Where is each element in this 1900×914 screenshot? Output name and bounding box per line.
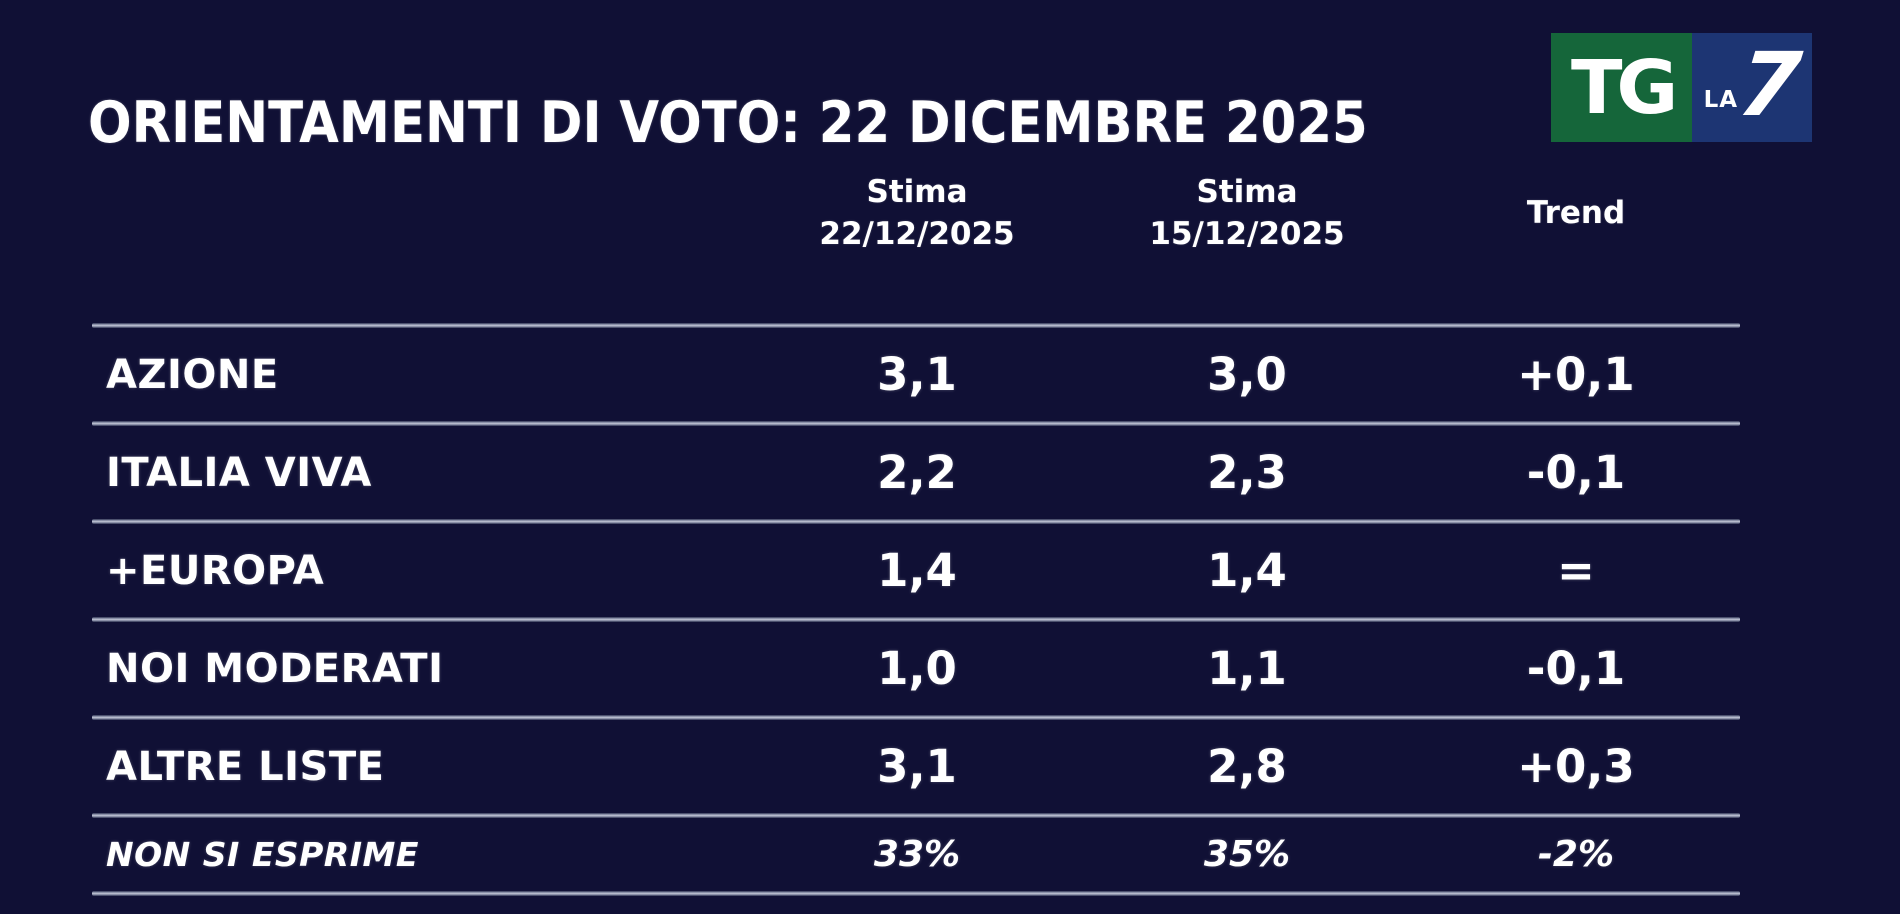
table-row-non-si-esprime: NON SI ESPRIME 33% 35% -2% bbox=[92, 818, 1740, 891]
table-row: ITALIA VIVA 2,2 2,3 -0,1 bbox=[92, 426, 1740, 519]
stima-current-value: 33% bbox=[873, 834, 961, 875]
trend-value: +0,3 bbox=[1517, 740, 1635, 793]
party-name: +EUROPA bbox=[106, 547, 325, 594]
party-name: NOI MODERATI bbox=[106, 645, 444, 692]
trend-value: -0,1 bbox=[1526, 446, 1626, 499]
separator-line bbox=[92, 715, 1740, 720]
stima-current-value: 3,1 bbox=[877, 348, 957, 401]
stima-previous-value: 2,3 bbox=[1207, 446, 1287, 499]
trend-value: -2% bbox=[1537, 834, 1615, 875]
stima-current-value: 3,1 bbox=[877, 740, 957, 793]
column-header-stima-previous: Stima 15/12/2025 bbox=[1082, 172, 1412, 256]
table-row: ALTRE LISTE 3,1 2,8 +0,3 bbox=[92, 720, 1740, 813]
separator-line bbox=[92, 519, 1740, 524]
seven-logo-text: 7 bbox=[1733, 32, 1806, 136]
column-header-trend: Trend bbox=[1412, 193, 1740, 235]
column-header-stima-current: Stima 22/12/2025 bbox=[752, 172, 1082, 256]
la7-logo-box: LA 7 bbox=[1692, 33, 1812, 142]
tgla7-logo: TG LA 7 bbox=[1551, 33, 1812, 142]
stima-current-value: 1,4 bbox=[877, 544, 957, 597]
party-name: ALTRE LISTE bbox=[106, 743, 385, 790]
column-header-line1: Stima bbox=[1196, 174, 1298, 210]
stima-current-value: 2,2 bbox=[877, 446, 957, 499]
separator-line bbox=[92, 617, 1740, 622]
tg-logo-text: TG bbox=[1570, 44, 1678, 131]
table-header-row: Stima 22/12/2025 Stima 15/12/2025 Trend bbox=[92, 172, 1740, 256]
stima-previous-value: 2,8 bbox=[1207, 740, 1287, 793]
party-name: ITALIA VIVA bbox=[106, 449, 372, 496]
column-header-line1: Trend bbox=[1526, 194, 1626, 231]
column-header-line2: 22/12/2025 bbox=[819, 215, 1015, 252]
stima-previous-value: 1,4 bbox=[1207, 544, 1287, 597]
column-header-line1: Stima bbox=[866, 174, 968, 210]
stima-previous-value: 3,0 bbox=[1207, 348, 1287, 401]
table-row: +EUROPA 1,4 1,4 = bbox=[92, 524, 1740, 617]
party-name: NON SI ESPRIME bbox=[106, 835, 419, 874]
page-title: ORIENTAMENTI DI VOTO: 22 DICEMBRE 2025 bbox=[88, 90, 1368, 156]
trend-value: = bbox=[1557, 544, 1595, 597]
tg-logo-box: TG bbox=[1551, 33, 1692, 142]
stima-previous-value: 1,1 bbox=[1207, 642, 1287, 695]
separator-line bbox=[92, 421, 1740, 426]
stima-current-value: 1,0 bbox=[877, 642, 957, 695]
trend-value: -0,1 bbox=[1526, 642, 1626, 695]
poll-table: AZIONE 3,1 3,0 +0,1 ITALIA VIVA 2,2 2,3 … bbox=[92, 323, 1740, 896]
trend-value: +0,1 bbox=[1517, 348, 1635, 401]
stima-previous-value: 35% bbox=[1203, 834, 1291, 875]
separator-line bbox=[92, 323, 1740, 328]
la-logo-text: LA bbox=[1703, 87, 1739, 113]
party-name: AZIONE bbox=[106, 351, 279, 398]
table-row: NOI MODERATI 1,0 1,1 -0,1 bbox=[92, 622, 1740, 715]
table-row: AZIONE 3,1 3,0 +0,1 bbox=[92, 328, 1740, 421]
column-header-line2: 15/12/2025 bbox=[1149, 215, 1345, 252]
separator-line bbox=[92, 891, 1740, 896]
separator-line bbox=[92, 813, 1740, 818]
